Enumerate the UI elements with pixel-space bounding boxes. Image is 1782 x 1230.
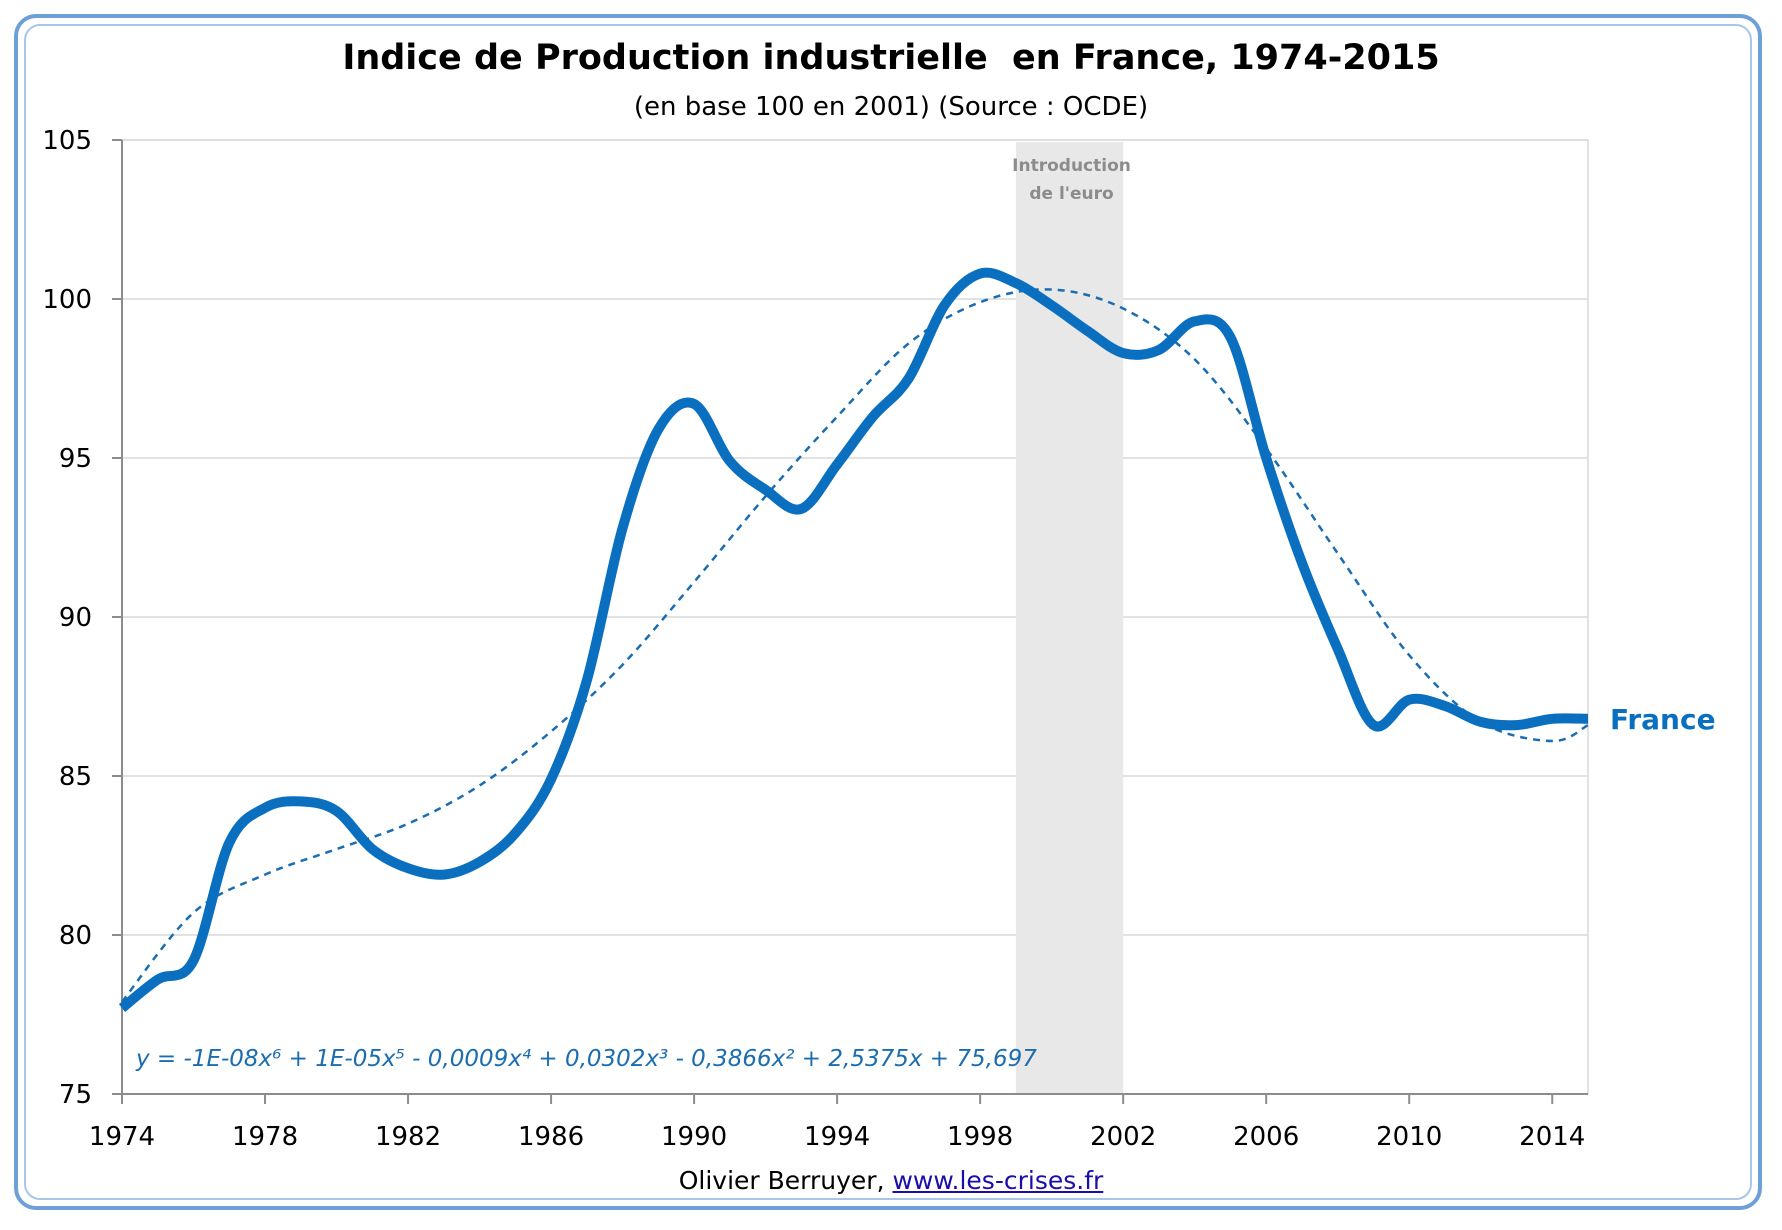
x-tick-label: 1998 [947, 1122, 1013, 1152]
series [118, 267, 1589, 1013]
euro-label-line2: de l'euro [1029, 184, 1113, 204]
x-tick-label: 1990 [661, 1122, 727, 1152]
y-tick-label: 90 [59, 603, 92, 633]
trendline [121, 288, 1589, 1003]
x-tick-label: 1994 [804, 1122, 870, 1152]
footer-author: Olivier Berruyer, [678, 1166, 893, 1195]
y-tick-label: 95 [59, 444, 92, 474]
x-tick-label: 2006 [1233, 1122, 1299, 1152]
y-tick-label: 105 [42, 126, 92, 156]
x-tick-label: 1982 [375, 1122, 441, 1152]
y-tick-label: 100 [42, 285, 92, 315]
inner-frame [24, 24, 1752, 1200]
footer-link[interactable]: www.les-crises.fr [892, 1166, 1104, 1195]
series-line-france [118, 267, 1589, 1013]
x-tick-label: 1986 [518, 1122, 584, 1152]
chart-subtitle: (en base 100 en 2001) (Source : OCDE) [633, 92, 1149, 122]
trendline-path [121, 288, 1589, 1003]
gridlines [121, 139, 1589, 1095]
outer-frame [14, 14, 1762, 1210]
euro-label-line1: Introduction [1012, 156, 1131, 176]
x-tick-label: 1974 [89, 1122, 155, 1152]
series-label-france: France [1610, 703, 1716, 736]
x-tick-label: 2002 [1090, 1122, 1156, 1152]
axes [112, 139, 1588, 1104]
labels: Introduction de l'euro 75 80 85 90 95 100 105 197… [42, 126, 1715, 1152]
x-tick-label: 1978 [232, 1122, 298, 1152]
footer-credit: Olivier Berruyer, www.les-crises.fr [0, 1166, 1782, 1195]
y-tick-label: 80 [59, 921, 92, 951]
chart-title: Indice de Production industrielle en Fra… [342, 38, 1440, 78]
y-tick-label: 75 [59, 1080, 92, 1110]
x-tick-label: 2014 [1519, 1122, 1585, 1152]
euro-band-rect [1015, 142, 1124, 1094]
y-tick-label: 85 [59, 762, 92, 792]
trendline-equation: y = -1E-08x⁶ + 1E-05x⁵ - 0,0009x⁴ + 0,03… [135, 1046, 1037, 1072]
euro-band [1015, 142, 1124, 1094]
x-tick-label: 2010 [1376, 1122, 1442, 1152]
